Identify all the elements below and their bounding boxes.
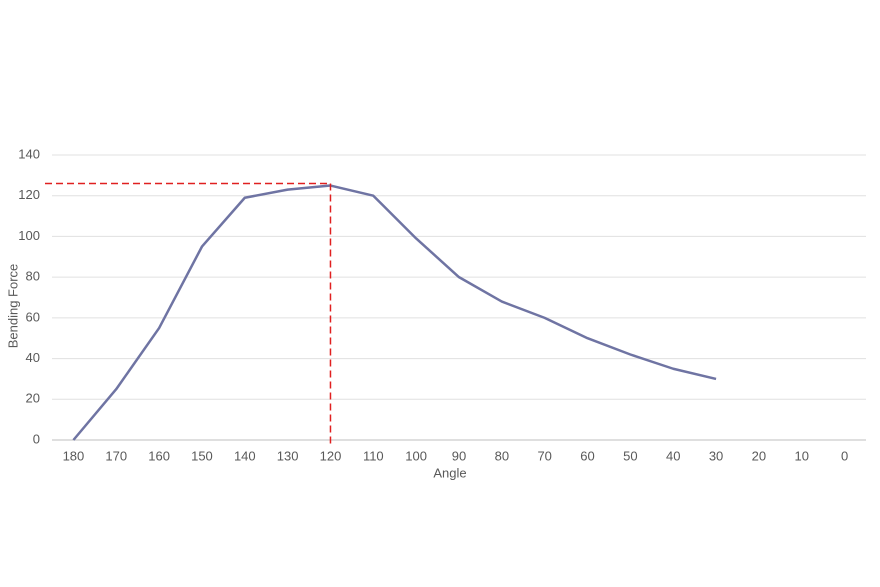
x-tick-label: 20 xyxy=(752,448,766,463)
x-tick-label: 70 xyxy=(537,448,551,463)
data-line xyxy=(72,184,717,441)
y-tick-label: 40 xyxy=(26,350,40,365)
x-tick-label: 10 xyxy=(795,448,809,463)
x-tick-label: 150 xyxy=(191,448,213,463)
x-tick-label: 90 xyxy=(452,448,466,463)
y-tick-label: 140 xyxy=(18,146,40,161)
y-axis-label: Bending Force xyxy=(5,264,20,349)
x-tick-label: 120 xyxy=(320,448,342,463)
x-tick-label: 130 xyxy=(277,448,299,463)
y-tick-label: 0 xyxy=(33,431,40,446)
y-tick-label: 20 xyxy=(26,391,40,406)
y-tick-label: 100 xyxy=(18,228,40,243)
x-tick-label: 100 xyxy=(405,448,427,463)
x-tick-label: 0 xyxy=(841,448,848,463)
x-tick-label: 180 xyxy=(63,448,85,463)
y-tick-label: 60 xyxy=(26,309,40,324)
y-tick-label: 120 xyxy=(18,187,40,202)
x-tick-label: 50 xyxy=(623,448,637,463)
x-tick-label: 160 xyxy=(148,448,170,463)
x-tick-label: 40 xyxy=(666,448,680,463)
x-tick-label: 140 xyxy=(234,448,256,463)
x-tick-label: 170 xyxy=(105,448,127,463)
x-tick-label: 30 xyxy=(709,448,723,463)
x-tick-label: 110 xyxy=(363,448,384,463)
x-tick-label: 60 xyxy=(580,448,594,463)
x-tick-label: 80 xyxy=(495,448,509,463)
x-axis-label: Angle xyxy=(433,465,466,480)
y-tick-label: 80 xyxy=(26,269,40,284)
